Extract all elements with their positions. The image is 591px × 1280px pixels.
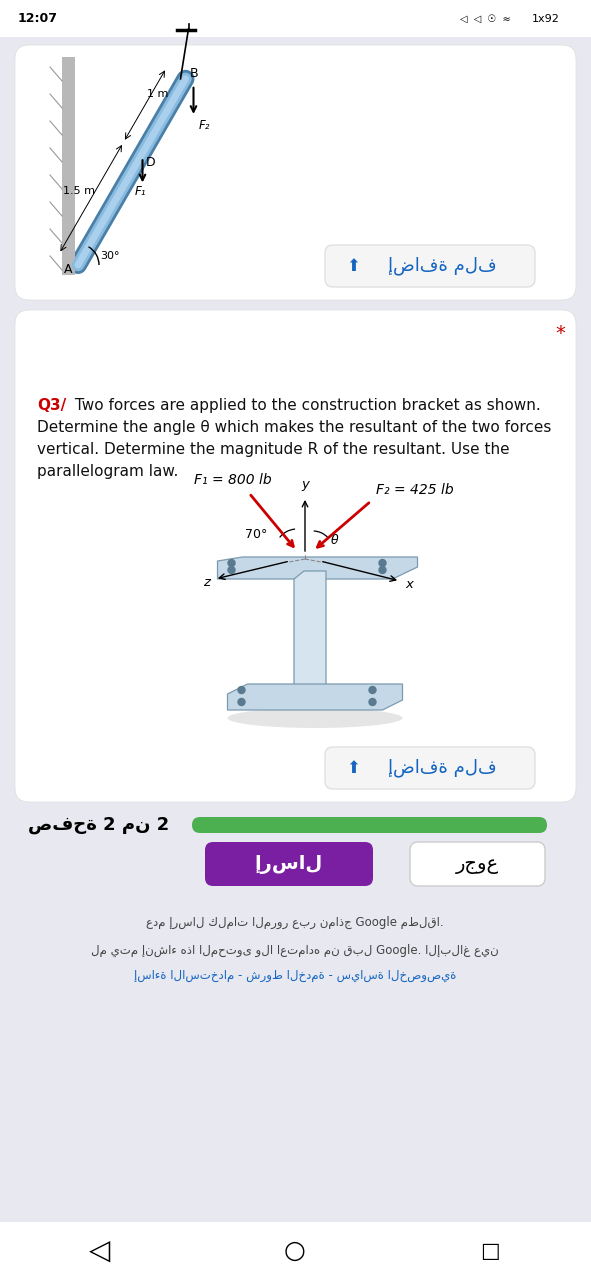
FancyBboxPatch shape xyxy=(325,748,535,788)
Text: A: A xyxy=(64,262,73,276)
Circle shape xyxy=(228,567,235,573)
Text: 1x92: 1x92 xyxy=(532,14,560,24)
FancyBboxPatch shape xyxy=(192,817,547,833)
Text: إساءة الاستخدام - شروط الخدمة - سياسة الخصوصية: إساءة الاستخدام - شروط الخدمة - سياسة ال… xyxy=(134,969,456,982)
Text: parallelogram law.: parallelogram law. xyxy=(37,463,178,479)
Circle shape xyxy=(238,686,245,694)
Text: رجوع: رجوع xyxy=(456,855,499,873)
Text: x: x xyxy=(405,577,413,590)
FancyBboxPatch shape xyxy=(205,842,373,886)
Ellipse shape xyxy=(228,708,402,728)
Text: z: z xyxy=(203,576,210,590)
FancyBboxPatch shape xyxy=(410,842,545,886)
Circle shape xyxy=(369,686,376,694)
Text: لم يتم إنشاء هذا المحتوى ولا اعتماده من قبل Google. الإبلاغ عين: لم يتم إنشاء هذا المحتوى ولا اعتماده من … xyxy=(91,943,499,956)
Text: ◁: ◁ xyxy=(89,1236,111,1265)
Text: ⬆: ⬆ xyxy=(346,257,360,275)
Text: ⬆: ⬆ xyxy=(346,759,360,777)
FancyBboxPatch shape xyxy=(15,310,576,803)
Text: θ: θ xyxy=(331,535,339,548)
Text: vertical. Determine the magnitude R of the resultant. Use the: vertical. Determine the magnitude R of t… xyxy=(37,442,509,457)
Polygon shape xyxy=(294,571,326,694)
Text: Determine the angle θ which makes the resultant of the two forces: Determine the angle θ which makes the re… xyxy=(37,420,551,435)
Text: ○: ○ xyxy=(284,1239,306,1263)
Text: ◁  ◁  ☉  ≈: ◁ ◁ ☉ ≈ xyxy=(460,14,511,24)
Text: 12:07: 12:07 xyxy=(18,13,58,26)
Polygon shape xyxy=(228,684,402,710)
Bar xyxy=(0,1222,591,1280)
Circle shape xyxy=(228,559,235,567)
Text: *: * xyxy=(555,324,565,343)
Text: 1.5 m: 1.5 m xyxy=(63,186,95,196)
Text: F₂ = 425 lb: F₂ = 425 lb xyxy=(376,483,454,497)
Text: B: B xyxy=(190,67,198,79)
Text: إضافة ملف: إضافة ملف xyxy=(388,759,496,777)
Text: إرسال: إرسال xyxy=(255,855,323,873)
Polygon shape xyxy=(217,557,417,579)
FancyBboxPatch shape xyxy=(192,817,547,833)
Circle shape xyxy=(379,567,386,573)
Text: F₁: F₁ xyxy=(135,186,146,198)
Text: 1 m: 1 m xyxy=(147,90,168,99)
Bar xyxy=(0,0,591,37)
Text: 30°: 30° xyxy=(100,251,119,261)
Text: Q3/: Q3/ xyxy=(37,398,66,413)
Circle shape xyxy=(238,699,245,705)
Circle shape xyxy=(379,559,386,567)
FancyBboxPatch shape xyxy=(325,244,535,287)
Text: صفحة 2 من 2: صفحة 2 من 2 xyxy=(28,817,169,835)
Text: F₁ = 800 lb: F₁ = 800 lb xyxy=(194,474,272,486)
Text: □: □ xyxy=(480,1242,500,1261)
Text: y: y xyxy=(301,477,309,492)
FancyBboxPatch shape xyxy=(15,45,576,300)
Text: F₂: F₂ xyxy=(199,119,210,132)
Text: عدم إرسال كلمات المرور عبر نماذج Google مطلقا.: عدم إرسال كلمات المرور عبر نماذج Google … xyxy=(146,915,444,928)
Circle shape xyxy=(369,699,376,705)
Text: إضافة ملف: إضافة ملف xyxy=(388,257,496,275)
Bar xyxy=(62,58,75,275)
Text: 70°: 70° xyxy=(245,529,267,541)
Text: D: D xyxy=(145,156,155,169)
Text: Two forces are applied to the construction bracket as shown.: Two forces are applied to the constructi… xyxy=(70,398,541,413)
